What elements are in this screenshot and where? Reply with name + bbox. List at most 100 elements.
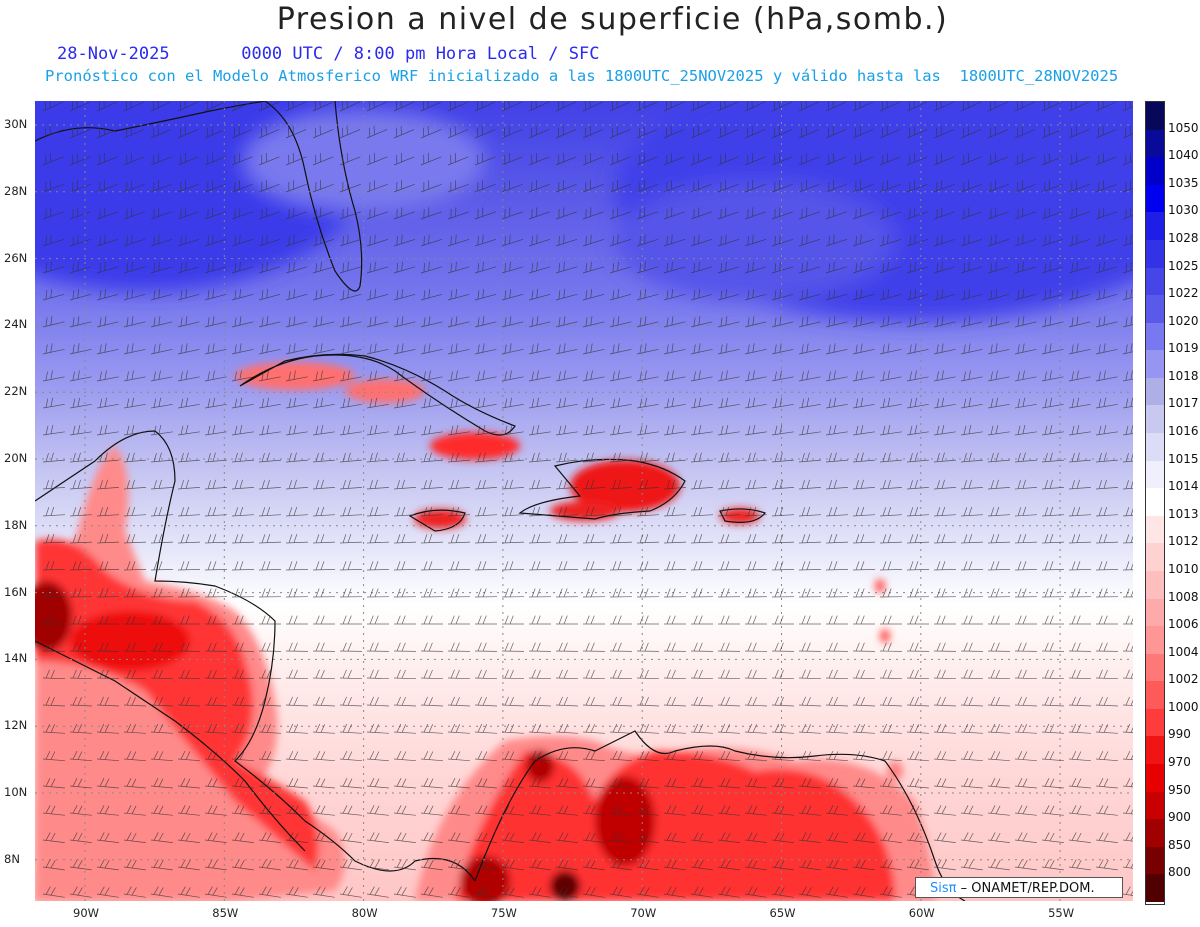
- wind-barb: [366, 452, 389, 463]
- wind-barb: [879, 261, 902, 274]
- wind-barb: [502, 615, 524, 625]
- wind-barb: [96, 886, 119, 898]
- wind-barb: [933, 370, 956, 382]
- wind-barb: [690, 723, 714, 734]
- wind-barb: [150, 425, 173, 436]
- wind-barb: [1068, 669, 1092, 680]
- wind-barb: [906, 805, 929, 816]
- wind-barb: [258, 261, 281, 274]
- wind-barb: [96, 101, 118, 112]
- wind-barb: [96, 452, 119, 463]
- wind-barb: [663, 588, 687, 598]
- wind-barb: [231, 152, 253, 166]
- wind-barb: [474, 425, 497, 436]
- wind-barb: [258, 152, 280, 166]
- wind-barb: [690, 316, 713, 328]
- wind-barb: [528, 316, 551, 328]
- wind-barb: [393, 886, 416, 898]
- wind-barb: [231, 101, 253, 112]
- wind-barb: [474, 561, 498, 571]
- wind-barb: [258, 343, 281, 355]
- wind-barb: [852, 696, 876, 707]
- wind-barb: [69, 642, 93, 652]
- wind-barb: [366, 370, 389, 382]
- wind-barb: [825, 588, 849, 598]
- wind-barb: [933, 561, 957, 571]
- wind-barb: [258, 101, 280, 112]
- wind-barb: [528, 370, 551, 382]
- wind-barb: [717, 642, 741, 652]
- wind-barb: [987, 588, 1011, 598]
- wind-barb: [528, 561, 552, 571]
- wind-barb: [1068, 261, 1091, 274]
- wind-barb: [474, 832, 497, 843]
- wind-barb: [150, 479, 173, 490]
- wind-barb: [1095, 669, 1119, 680]
- wind-barb: [582, 642, 606, 652]
- wind-barb: [312, 533, 336, 544]
- wind-barb: [231, 642, 255, 652]
- wind-barb: [717, 750, 740, 762]
- wind-barb: [906, 180, 928, 193]
- wind-barb: [1122, 642, 1133, 652]
- wind-barb: [555, 669, 579, 680]
- colorbar-cell: [1146, 239, 1164, 268]
- wind-barb: [771, 125, 793, 139]
- wind-barb: [1096, 615, 1118, 625]
- wind-barb: [474, 479, 497, 490]
- colorbar-cell: [1146, 295, 1164, 324]
- wind-barb: [1068, 723, 1092, 734]
- wind-barb: [1041, 750, 1064, 762]
- wind-barb: [339, 180, 361, 193]
- wind-barb: [501, 859, 524, 871]
- wind-barb: [96, 207, 118, 220]
- wind-barb: [1014, 859, 1037, 871]
- wind-barb: [825, 397, 848, 409]
- wind-barb: [339, 723, 363, 734]
- wind-barb: [177, 859, 200, 871]
- wind-barb: [123, 669, 147, 680]
- wind-barb: [1014, 180, 1036, 193]
- wind-barb: [609, 261, 632, 274]
- wind-barb: [393, 669, 417, 680]
- wind-barb: [231, 479, 254, 490]
- wind-barb: [528, 886, 551, 898]
- model-init-subtitle: Pronóstico con el Modelo Atmosferico WRF…: [45, 67, 1119, 85]
- wind-barb: [1095, 207, 1117, 220]
- wind-barb: [447, 778, 470, 789]
- wind-barb: [420, 452, 443, 463]
- wind-barb: [123, 234, 146, 247]
- wind-barb: [177, 723, 201, 734]
- wind-barb: [204, 561, 228, 571]
- wind-barb: [69, 479, 92, 490]
- wind-barb: [771, 152, 793, 166]
- wind-barb: [609, 288, 632, 301]
- wind-barb: [636, 101, 658, 112]
- wind-barb: [1041, 561, 1065, 571]
- wind-barb: [258, 479, 281, 490]
- wind-barb: [1041, 723, 1065, 734]
- wind-barb: [285, 101, 307, 112]
- wind-barb: [1068, 588, 1092, 598]
- wind-barb: [177, 886, 200, 898]
- wind-barb: [933, 588, 957, 598]
- wind-barb: [1041, 261, 1064, 274]
- wind-barb: [150, 805, 173, 816]
- wind-barb: [420, 180, 442, 193]
- wind-barb: [420, 859, 443, 871]
- wind-barb: [1068, 180, 1090, 193]
- wind-barb: [285, 859, 308, 871]
- wind-barb: [393, 723, 417, 734]
- wind-barb: [177, 261, 200, 274]
- wind-barb: [393, 425, 416, 436]
- wind-barb: [771, 561, 795, 571]
- wind-barb: [474, 180, 496, 193]
- colorbar-cell: [1146, 433, 1164, 462]
- wind-barb: [1041, 343, 1064, 355]
- wind-barb: [501, 397, 524, 409]
- wind-barb: [933, 261, 956, 274]
- wind-barb: [474, 261, 497, 274]
- wind-barb: [285, 343, 308, 355]
- wind-barb: [717, 397, 740, 409]
- wind-barb: [339, 207, 361, 220]
